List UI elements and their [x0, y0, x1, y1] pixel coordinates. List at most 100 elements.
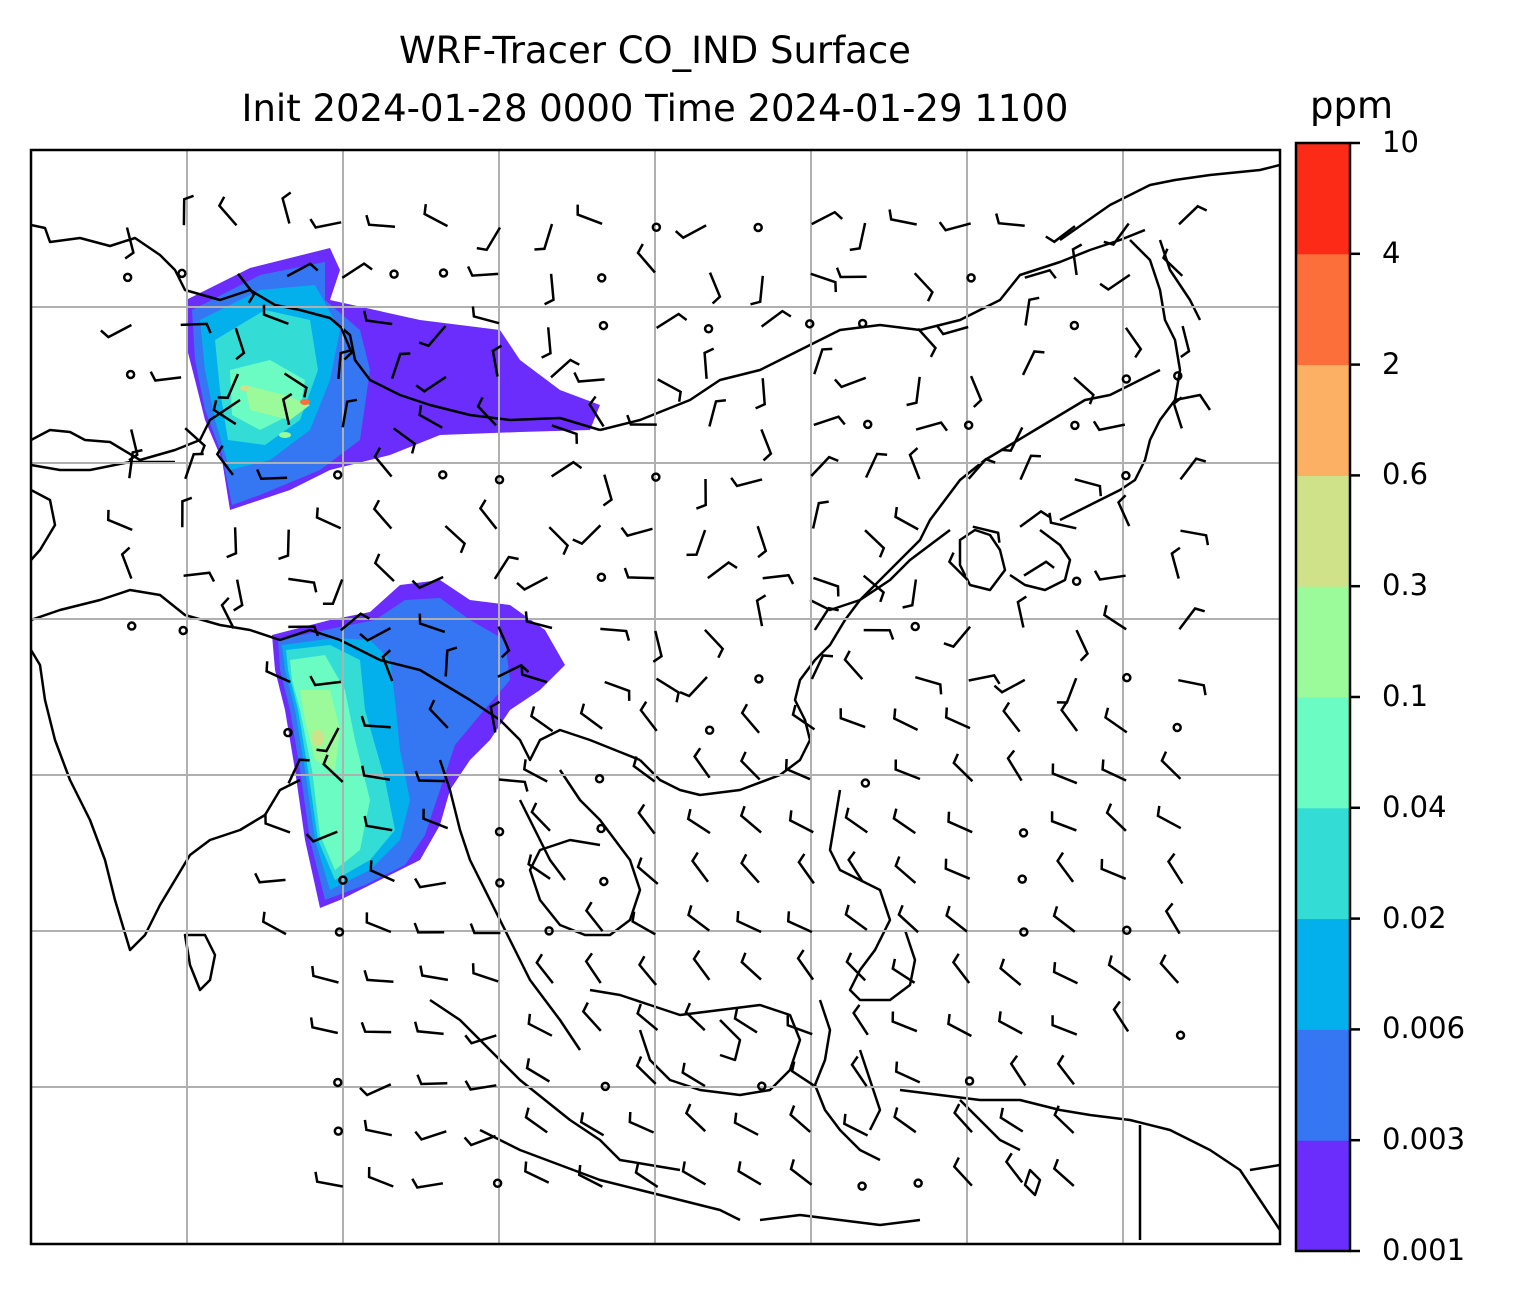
wind-barb	[341, 262, 373, 279]
wind-barb-calm	[438, 268, 449, 278]
wind-barb	[690, 851, 710, 883]
wind-barb	[862, 574, 886, 603]
wind-barb	[635, 1056, 657, 1085]
wind-barb	[215, 445, 234, 476]
wind-barb-calm	[544, 926, 554, 936]
colorbar-tick-label: 0.001	[1382, 1233, 1466, 1267]
wind-barb	[363, 1119, 393, 1137]
wind-barb	[311, 965, 339, 984]
wind-barb	[233, 579, 244, 612]
wind-barb	[740, 853, 760, 884]
colorbar-tick-label: 10	[1382, 125, 1419, 159]
colorbar	[1294, 141, 1360, 1253]
wind-barb-calm	[910, 621, 920, 632]
wind-barb-calm	[862, 419, 873, 430]
wind-barb-calm	[651, 222, 662, 233]
wind-barb	[849, 222, 867, 252]
wind-barb-calm	[596, 273, 607, 283]
wind-barb	[967, 457, 996, 480]
wind-barb	[217, 373, 240, 400]
wind-barb-calm	[122, 272, 133, 283]
wind-barb	[1056, 1054, 1075, 1086]
wind-barb	[786, 911, 813, 934]
wind-barb	[288, 625, 320, 637]
wind-barb	[634, 1162, 659, 1188]
wind-barb	[367, 1166, 394, 1188]
wind-barb	[588, 395, 605, 428]
wind-barb	[1019, 454, 1041, 481]
wind-barb	[852, 1004, 869, 1036]
wind-barb-calm	[1122, 925, 1132, 936]
wind-barb	[686, 808, 711, 835]
wind-barb	[524, 1107, 548, 1134]
wind-barb-calm	[857, 318, 868, 329]
wind-barb-calm	[857, 1181, 867, 1191]
wind-barb	[414, 770, 446, 783]
wind-barb	[636, 243, 656, 274]
wind-barb	[234, 327, 246, 361]
wind-barb-calm	[1019, 927, 1029, 937]
colorbar-tick-label: 2	[1382, 346, 1401, 381]
wind-barb	[428, 699, 449, 729]
wind-barb	[180, 322, 212, 334]
wind-barb	[681, 1062, 706, 1088]
wind-barb	[217, 196, 238, 227]
wind-barb	[756, 525, 768, 559]
wind-barb-calm	[492, 1178, 503, 1188]
wind-barb	[1023, 560, 1055, 577]
wind-barb	[639, 701, 658, 732]
wind-barb	[1101, 759, 1127, 782]
wind-barb	[120, 546, 133, 580]
wind-barb	[493, 555, 519, 580]
colorbar-segment	[1296, 1029, 1350, 1141]
wind-barb	[789, 1159, 813, 1186]
wind-barb	[341, 398, 358, 428]
wind-barb	[444, 646, 458, 677]
wind-barb	[476, 396, 497, 427]
wind-barb	[491, 344, 503, 377]
wind-barb	[813, 415, 846, 427]
wind-barb	[1002, 701, 1021, 733]
wind-barb-calm	[126, 621, 137, 631]
wind-barb	[813, 606, 839, 631]
wind-barb	[390, 352, 411, 379]
wind-barb	[577, 1164, 603, 1188]
wind-barb	[655, 312, 688, 329]
wind-barb	[788, 810, 814, 834]
colorbar-segment	[1296, 253, 1350, 366]
wind-barb	[938, 221, 972, 232]
chart-title-line-1: WRF-Tracer CO_IND Surface	[399, 29, 911, 72]
wind-barb	[523, 1161, 550, 1184]
wind-barb	[864, 452, 888, 479]
wind-barb	[100, 323, 132, 339]
wind-barb	[708, 272, 722, 305]
wind-barb	[520, 664, 548, 684]
map-frame	[29, 148, 1282, 1246]
wind-barb	[305, 830, 338, 843]
wind-barb	[703, 347, 715, 379]
wind-barb	[414, 1130, 447, 1141]
wind-barb-calm	[125, 369, 136, 380]
colorbar-tick-label: 0.1	[1382, 679, 1429, 713]
wind-barb	[281, 191, 292, 224]
wind-barb	[413, 1021, 444, 1036]
wind-barb	[1016, 595, 1027, 628]
wind-barb	[631, 911, 656, 936]
wind-barb	[478, 499, 498, 530]
wind-barb	[681, 1161, 707, 1186]
wind-barb	[422, 808, 449, 830]
wind-barb-calm	[754, 674, 764, 684]
wind-barb	[674, 224, 707, 240]
gridlines	[31, 150, 1280, 1244]
wind-barb	[309, 675, 342, 687]
wind-barb	[755, 378, 767, 410]
wind-barb-calm	[389, 269, 399, 279]
wind-barb	[839, 708, 866, 729]
wind-barb	[573, 371, 605, 383]
wind-barb	[418, 325, 447, 348]
wind-barb	[256, 469, 288, 480]
wind-barb-calm	[599, 876, 609, 887]
wind-barb	[535, 953, 554, 984]
wind-barb	[913, 272, 934, 302]
wind-barb	[1024, 296, 1040, 326]
